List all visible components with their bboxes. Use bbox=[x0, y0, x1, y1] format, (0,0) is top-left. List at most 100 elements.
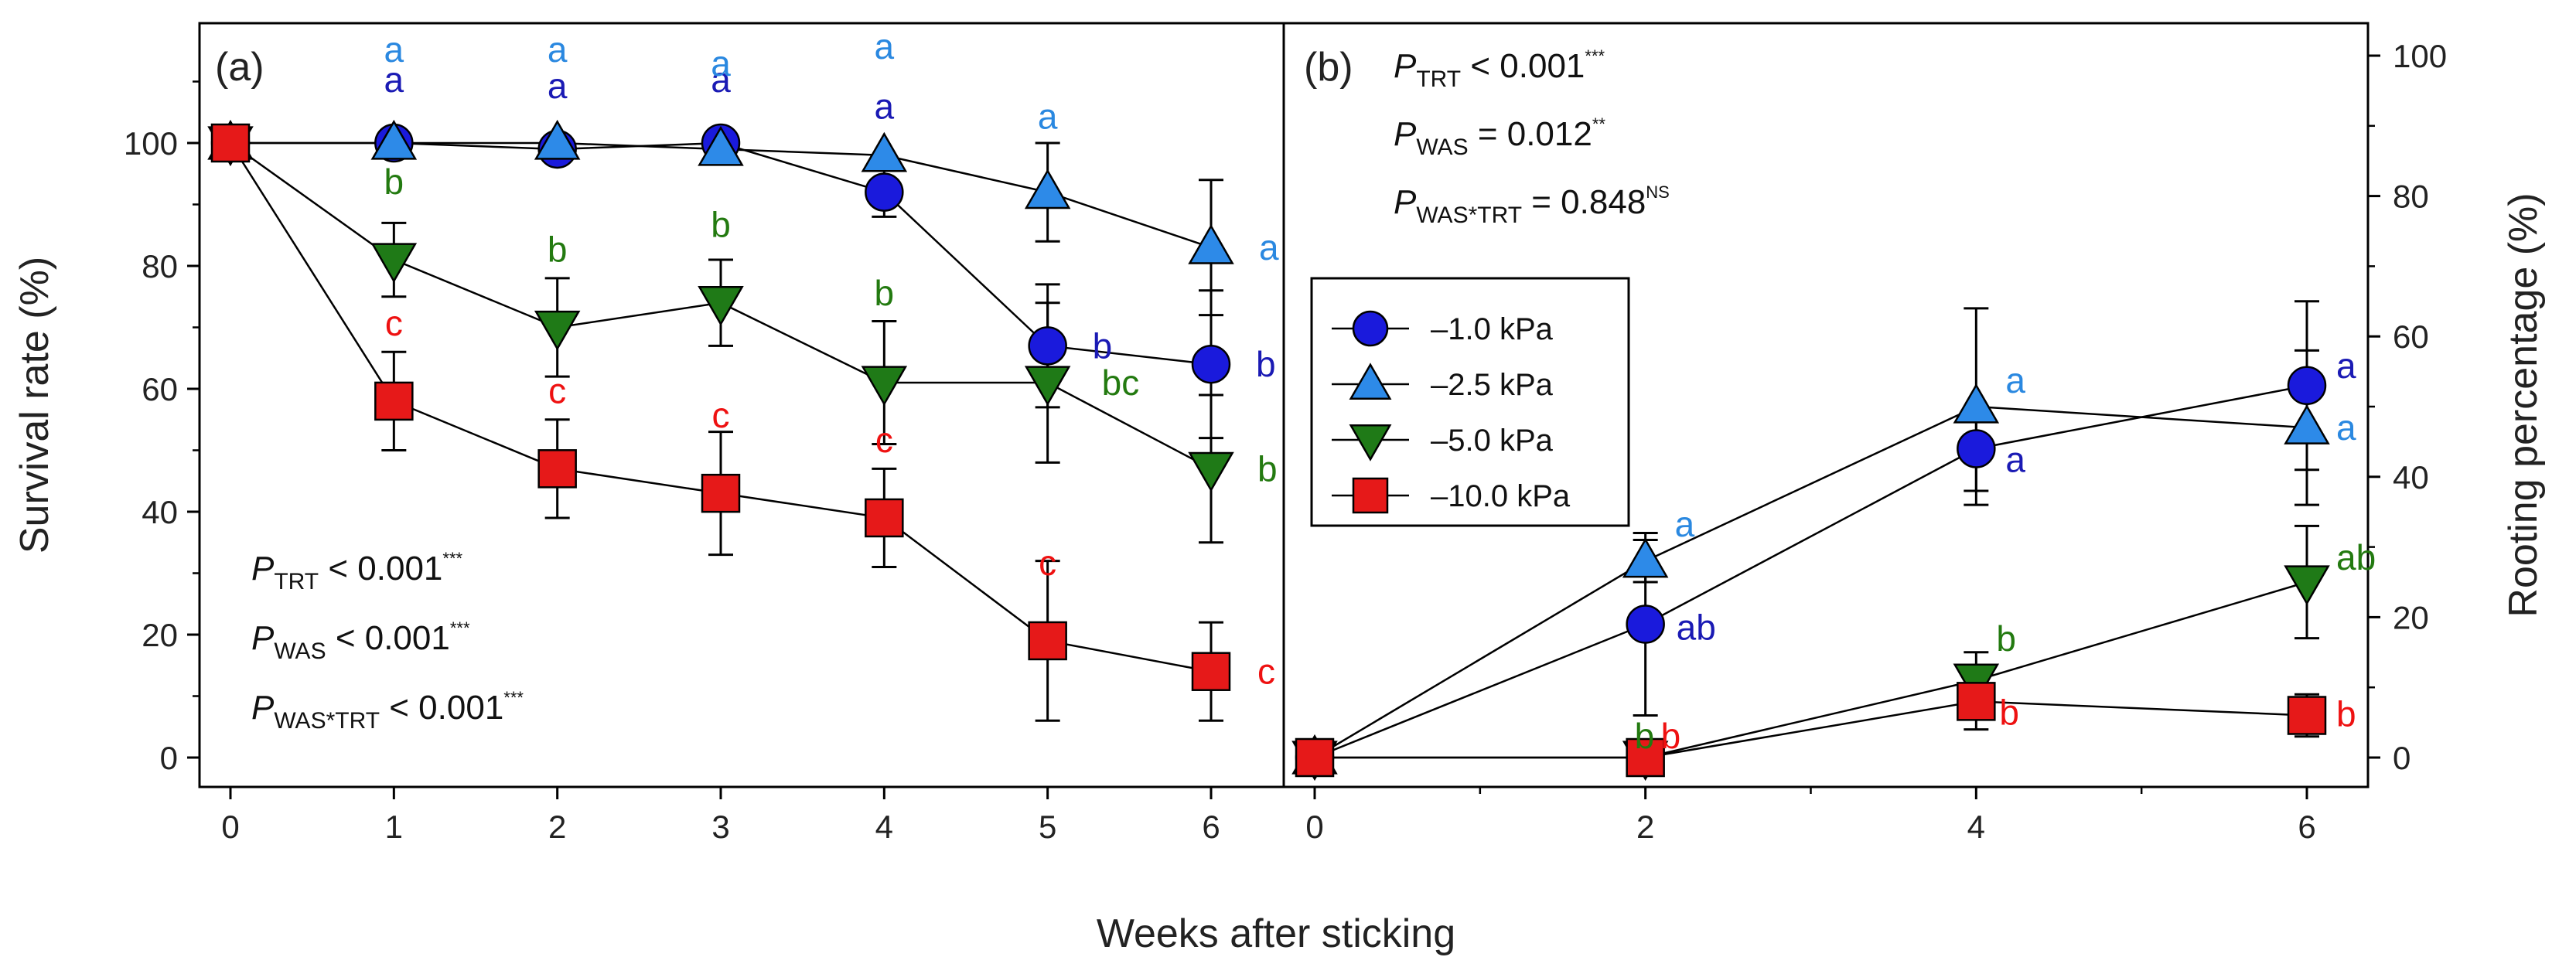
significance-letter: bc bbox=[1102, 363, 1140, 403]
data-point-square bbox=[1295, 737, 1335, 778]
data-point-circle bbox=[1191, 344, 1231, 384]
data-point-triangle-down bbox=[1188, 451, 1234, 492]
data-point-square bbox=[1626, 737, 1665, 778]
significance-letter: b bbox=[711, 205, 731, 245]
significance-letter: c bbox=[548, 370, 566, 410]
annotation-subscript: WAS bbox=[1416, 135, 1468, 160]
y-tick-label: 60 bbox=[2393, 318, 2429, 355]
series-line bbox=[1315, 700, 2308, 759]
y-tick-label: 40 bbox=[2393, 459, 2429, 496]
panel-a-annotation-line: PWAS*TRT < 0.001*** bbox=[251, 688, 524, 734]
y-tick-label: 80 bbox=[2393, 179, 2429, 215]
legend-marker-triangle-down bbox=[1349, 424, 1392, 461]
significance-letter: a bbox=[2336, 346, 2356, 386]
significance-letter: c bbox=[875, 420, 893, 460]
x-tick-label: 3 bbox=[711, 809, 729, 845]
x-tick-label: 4 bbox=[1967, 809, 1985, 845]
significance-letter: a bbox=[2005, 439, 2025, 479]
significance-letter: b bbox=[1093, 325, 1113, 366]
data-point-square bbox=[2287, 696, 2327, 735]
annotation-subscript: TRT bbox=[1416, 66, 1461, 92]
legend-marker-triangle-up bbox=[1349, 363, 1392, 400]
significance-letter: a bbox=[711, 60, 731, 100]
data-point-square bbox=[1191, 652, 1231, 691]
data-point-square bbox=[537, 449, 577, 489]
significance-letter: ab bbox=[2336, 537, 2376, 577]
annotation-significance: *** bbox=[450, 618, 470, 638]
legend: –1.0 kPa –2.5 kPa –5.0 kPa –10.0 kPa bbox=[1310, 277, 1630, 527]
data-point-circle bbox=[865, 172, 904, 212]
annotation-significance: *** bbox=[1585, 46, 1605, 66]
annotation-subscript: WAS bbox=[274, 639, 326, 664]
data-point-triangle-up bbox=[1024, 169, 1071, 209]
y-axis-label-right: Rooting percentage (%) bbox=[2501, 192, 2546, 617]
significance-letter: b bbox=[1661, 716, 1681, 756]
annotation-symbol: P bbox=[251, 689, 275, 727]
annotation-value: < 0.001 bbox=[380, 689, 503, 727]
data-point-square bbox=[865, 498, 904, 538]
data-point-triangle-down bbox=[861, 366, 908, 407]
legend-marker-circle bbox=[1352, 310, 1389, 347]
legend-label: –5.0 kPa bbox=[1431, 424, 1554, 458]
panel-a-annotation-line: PTRT < 0.001*** bbox=[251, 549, 463, 594]
series-line bbox=[1314, 405, 2308, 759]
x-tick-label: 2 bbox=[548, 809, 566, 845]
data-point-triangle-up bbox=[1622, 537, 1669, 578]
significance-letter: b bbox=[875, 273, 895, 313]
significance-letter: b bbox=[1256, 344, 1276, 384]
data-point-triangle-down bbox=[370, 243, 418, 284]
annotation-symbol: P bbox=[251, 619, 275, 657]
annotation-symbol: P bbox=[1394, 183, 1417, 221]
annotation-symbol: P bbox=[1394, 115, 1417, 153]
data-point-triangle-down bbox=[1024, 366, 1071, 407]
significance-letter: ab bbox=[1677, 607, 1716, 647]
significance-letter: a bbox=[548, 66, 568, 106]
significance-letter: a bbox=[875, 87, 895, 127]
data-point-square bbox=[210, 123, 251, 163]
data-point-triangle-down bbox=[698, 286, 744, 326]
significance-letter: a bbox=[875, 26, 895, 66]
panel-b-annotation-line: PWAS*TRT = 0.848NS bbox=[1394, 182, 1670, 228]
data-point-square bbox=[1957, 682, 1996, 721]
y-tick-label: 40 bbox=[142, 494, 178, 530]
significance-letter: a bbox=[548, 29, 568, 70]
significance-letter: a bbox=[1038, 97, 1058, 137]
significance-letter: b bbox=[1996, 618, 2016, 659]
significance-letter: a bbox=[384, 60, 404, 100]
y-tick-label: 0 bbox=[2393, 740, 2411, 776]
x-tick-label: 1 bbox=[385, 809, 403, 845]
annotation-subscript: WAS*TRT bbox=[274, 708, 380, 734]
annotation-significance: ** bbox=[1592, 114, 1606, 134]
data-point-triangle-up bbox=[1953, 383, 2000, 424]
significance-letter: a bbox=[2005, 360, 2025, 400]
x-tick-label: 0 bbox=[221, 809, 239, 845]
significance-letter: b bbox=[384, 162, 404, 202]
significance-letter: b bbox=[548, 230, 568, 270]
significance-letter: a bbox=[1675, 504, 1695, 544]
y-tick-label: 100 bbox=[124, 125, 178, 162]
data-point-circle bbox=[1028, 326, 1067, 366]
x-tick-label: 6 bbox=[2298, 809, 2315, 845]
legend-label: –10.0 kPa bbox=[1431, 479, 1571, 513]
data-point-triangle-up bbox=[370, 119, 418, 160]
y-tick-label: 20 bbox=[2393, 599, 2429, 635]
legend-label: –1.0 kPa bbox=[1431, 312, 1554, 346]
significance-letter: c bbox=[1257, 652, 1275, 692]
significance-letter: b bbox=[1635, 716, 1655, 756]
panel-label-a: (a) bbox=[215, 45, 264, 90]
plot-frame bbox=[198, 22, 1285, 788]
significance-letter: b bbox=[2336, 694, 2356, 734]
data-point-triangle-up bbox=[2284, 404, 2330, 444]
annotation-subscript: TRT bbox=[274, 569, 319, 594]
y-tick-label: 80 bbox=[142, 248, 178, 284]
data-point-square bbox=[374, 381, 414, 421]
y-tick-label: 60 bbox=[142, 371, 178, 407]
annotation-value: < 0.001 bbox=[1461, 47, 1585, 85]
annotation-significance: *** bbox=[442, 549, 462, 568]
y-tick-label: 0 bbox=[160, 740, 178, 776]
significance-letter: c bbox=[1039, 543, 1056, 583]
data-point-triangle-up bbox=[698, 125, 744, 166]
